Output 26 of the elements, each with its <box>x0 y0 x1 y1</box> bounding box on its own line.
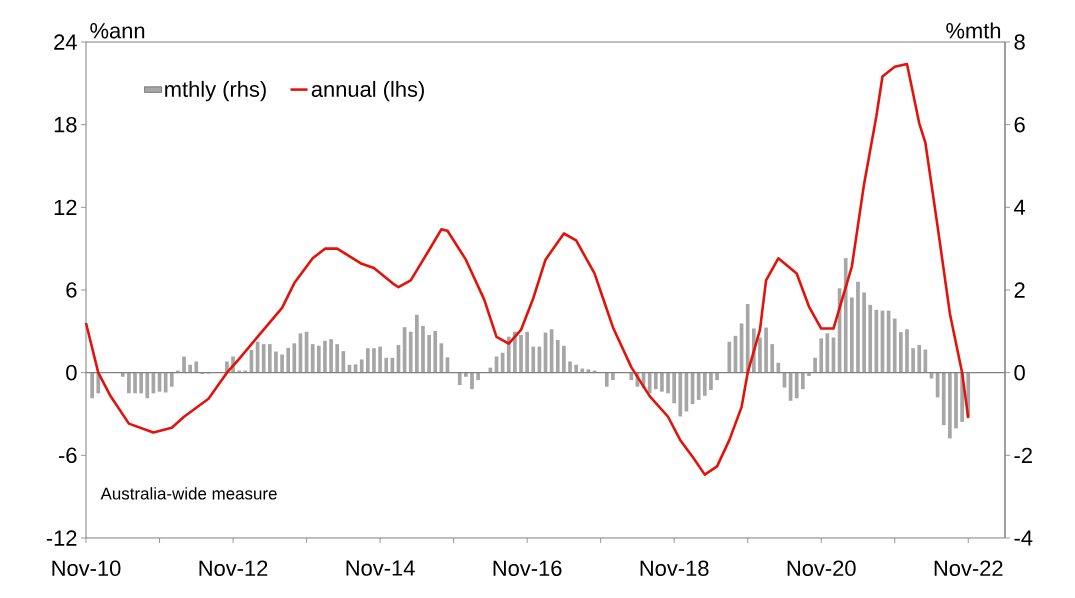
y2-tick-label: -2 <box>1014 447 1032 463</box>
x-tick-label: Nov-18 <box>640 560 709 577</box>
y2-axis-title: %mth <box>946 22 1001 39</box>
x-tick-label: Nov-20 <box>787 560 856 577</box>
y-tick-label: 24 <box>54 34 77 50</box>
y2-tick-label: 8 <box>1014 34 1025 50</box>
y-tick-label: -6 <box>58 447 77 464</box>
x-tick-label: Nov-22 <box>934 560 1003 577</box>
legend-label: mthly (rhs) <box>165 80 266 102</box>
annotation: Australia-wide measure <box>100 487 277 500</box>
legend-label: annual (lhs) <box>311 80 424 102</box>
y-tick-label: 18 <box>54 116 77 133</box>
x-tick-label: Nov-16 <box>493 560 562 577</box>
y-tick-label: 0 <box>66 364 77 381</box>
y-tick-label: 6 <box>66 282 77 298</box>
y-tick-label: -12 <box>46 530 77 546</box>
y2-tick-label: 6 <box>1014 116 1025 133</box>
y2-tick-label: 0 <box>1014 364 1025 381</box>
y-tick-label: 12 <box>54 199 77 215</box>
y2-tick-label: 2 <box>1014 282 1025 298</box>
y2-tick-label: 4 <box>1014 199 1026 215</box>
x-tick-label: Nov-10 <box>52 560 121 577</box>
y-axis-title: %ann <box>90 23 145 39</box>
y2-tick-label: -4 <box>1014 530 1033 546</box>
x-tick-label: Nov-12 <box>199 560 268 577</box>
x-tick-label: Nov-14 <box>346 560 415 576</box>
